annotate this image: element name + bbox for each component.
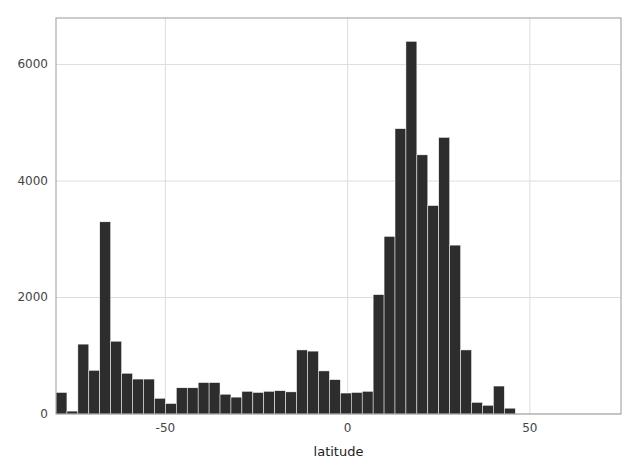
histogram-bar (187, 388, 198, 414)
histogram-bar (89, 370, 100, 414)
histogram-bar (439, 137, 450, 414)
y-tick-label: 6000 (17, 57, 48, 71)
chart-svg: 0 2000 4000 6000 -50 0 50 latitude (0, 0, 639, 470)
histogram-bar (198, 383, 209, 414)
histogram-bar (111, 341, 122, 414)
histogram-bar (209, 383, 220, 414)
histogram-bar (78, 344, 89, 414)
y-tick-label: 2000 (17, 290, 48, 304)
histogram-bar (165, 404, 176, 414)
grid (56, 18, 621, 414)
x-grid-line (347, 18, 348, 414)
histogram-bar (428, 206, 439, 414)
histogram-bar (406, 41, 417, 414)
x-axis-label: latitude (314, 444, 364, 459)
y-grid-line (56, 64, 621, 65)
x-tick-label: -50 (156, 421, 176, 435)
histogram-bar (253, 392, 264, 414)
histogram-bar (286, 392, 297, 414)
histogram-bar (340, 393, 351, 414)
histogram-bar (100, 222, 111, 414)
histogram-bar (275, 391, 286, 414)
histogram-bar (220, 394, 231, 414)
plot-frame (56, 18, 621, 414)
histogram-bar (384, 236, 395, 414)
histogram-bar (122, 373, 133, 414)
y-grid-line (56, 297, 621, 298)
x-tick-label: 0 (344, 421, 352, 435)
histogram-bar (297, 350, 308, 414)
y-tick-label: 4000 (17, 174, 48, 188)
histogram-bar (461, 350, 472, 414)
histogram-bar (450, 245, 461, 414)
histogram-bar (56, 392, 67, 414)
histogram-bar (133, 379, 144, 414)
histogram-bar (504, 408, 515, 414)
histogram-bar (417, 155, 428, 414)
histogram-bar (231, 397, 242, 414)
histogram-bar (318, 371, 329, 414)
histogram-bar (362, 391, 373, 414)
histogram-bar (154, 398, 165, 414)
y-grid-line (56, 181, 621, 182)
histogram-bar (176, 388, 187, 414)
histogram-bar (472, 402, 483, 414)
histogram-bar (482, 405, 493, 414)
histogram-bar (329, 380, 340, 414)
y-tick-label: 0 (40, 407, 48, 421)
histogram-bar (308, 351, 319, 414)
histogram-bar (373, 295, 384, 414)
x-tick-label: 50 (522, 421, 537, 435)
histogram-bar (351, 392, 362, 414)
histogram-bar (143, 379, 154, 414)
chart-container: 0 2000 4000 6000 -50 0 50 latitude (0, 0, 639, 470)
bars (56, 41, 515, 414)
histogram-bar (395, 129, 406, 414)
x-grid-line (165, 18, 166, 414)
histogram-bar (493, 386, 504, 414)
x-grid-line (529, 18, 530, 414)
ticks: 0 2000 4000 6000 -50 0 50 (17, 57, 537, 435)
histogram-bar (264, 391, 275, 414)
histogram-bar (242, 391, 253, 414)
